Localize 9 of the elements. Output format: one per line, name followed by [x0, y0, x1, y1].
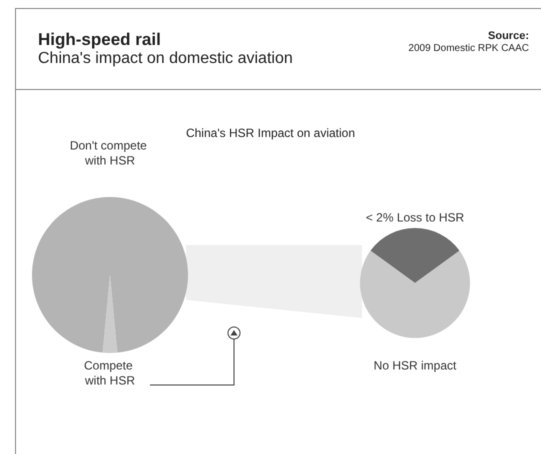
text: China's impact on domestic aviation	[38, 50, 293, 68]
slice-label: Compete with HSR	[84, 358, 136, 388]
text: China's HSR Impact on aviation	[184, 126, 356, 140]
text: High-speed rail	[38, 30, 161, 50]
slice-label: No HSR impact	[374, 358, 458, 372]
source-note: Source:	[488, 30, 529, 42]
slice-label: < 2% Loss to HSR	[366, 210, 465, 224]
text: 2009 Domestic RPK CAAC	[408, 43, 529, 55]
slice-label: Don't compete with HSR	[70, 138, 150, 168]
